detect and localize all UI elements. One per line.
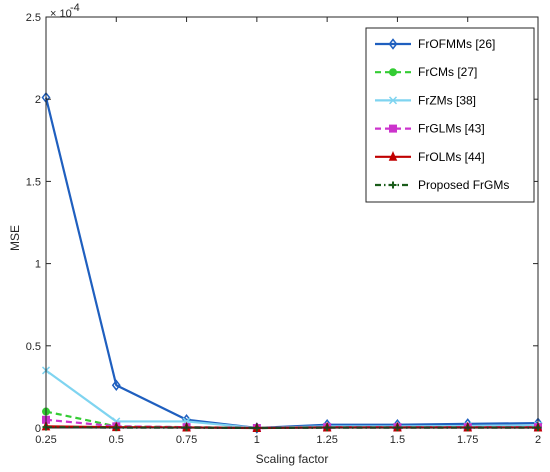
x-tick-label: 1.25 <box>316 434 337 446</box>
legend-swatch-marker <box>388 38 398 50</box>
legend-entry: FrCMs [27] <box>375 65 477 79</box>
data-point <box>111 379 121 391</box>
x-tick-label: 0.25 <box>35 434 56 446</box>
legend-entry: FrZMs [38] <box>375 93 476 107</box>
y-tick-label: 1.5 <box>26 176 41 188</box>
y-tick-label: 0.5 <box>26 341 41 353</box>
y-tick-label: 1 <box>35 259 41 271</box>
legend-swatch-marker <box>388 151 398 161</box>
y-axis-label: MSE <box>8 225 22 251</box>
axes: 0.25 0.5 0.75 1 1.25 1.5 1.75 2 0 0.5 1 1.5 2 2.5 <box>26 12 541 446</box>
legend-box <box>365 27 535 203</box>
y-exponent-label: -4 <box>70 2 80 14</box>
legend-entry: FrOFMMs [26] <box>375 37 495 51</box>
legend-label: FrOFMMs [26] <box>418 37 495 51</box>
x-tick-label: 0.75 <box>176 434 197 446</box>
x-tick-label: 1.5 <box>390 434 405 446</box>
legend-swatch-marker <box>389 68 397 77</box>
legend: FrOFMMs [26] FrCMs [27] FrZMs [38] FrGLMs [… <box>365 27 535 203</box>
legend-entry: FrOLMs [44] <box>375 150 485 164</box>
x-axis-label: Scaling factor <box>256 452 329 466</box>
y-multiplier-label: × 10 <box>50 8 72 20</box>
legend-label: FrCMs [27] <box>418 65 477 79</box>
legend-label: FrOLMs [44] <box>418 150 485 164</box>
x-tick-label: 0.5 <box>109 434 124 446</box>
legend-swatch-marker <box>388 96 398 105</box>
y-tick-label: 2 <box>35 94 41 106</box>
legend-label: FrZMs [38] <box>418 93 476 107</box>
legend-swatch-marker <box>389 124 397 133</box>
x-tick-label: 2 <box>535 434 541 446</box>
legend-entry: FrGLMs [43] <box>375 122 485 136</box>
legend-label: FrGLMs [43] <box>418 122 485 136</box>
x-tick-label: 1 <box>254 434 260 446</box>
legend-label: Proposed FrGMs <box>418 178 509 192</box>
x-tick-label: 1.75 <box>457 434 478 446</box>
y-tick-label: 2.5 <box>26 12 41 24</box>
axes-frame <box>45 16 539 429</box>
legend-swatch-marker <box>389 181 397 189</box>
legend-entry: Proposed FrGMs <box>375 178 509 192</box>
y-tick-label: 0 <box>35 423 41 435</box>
